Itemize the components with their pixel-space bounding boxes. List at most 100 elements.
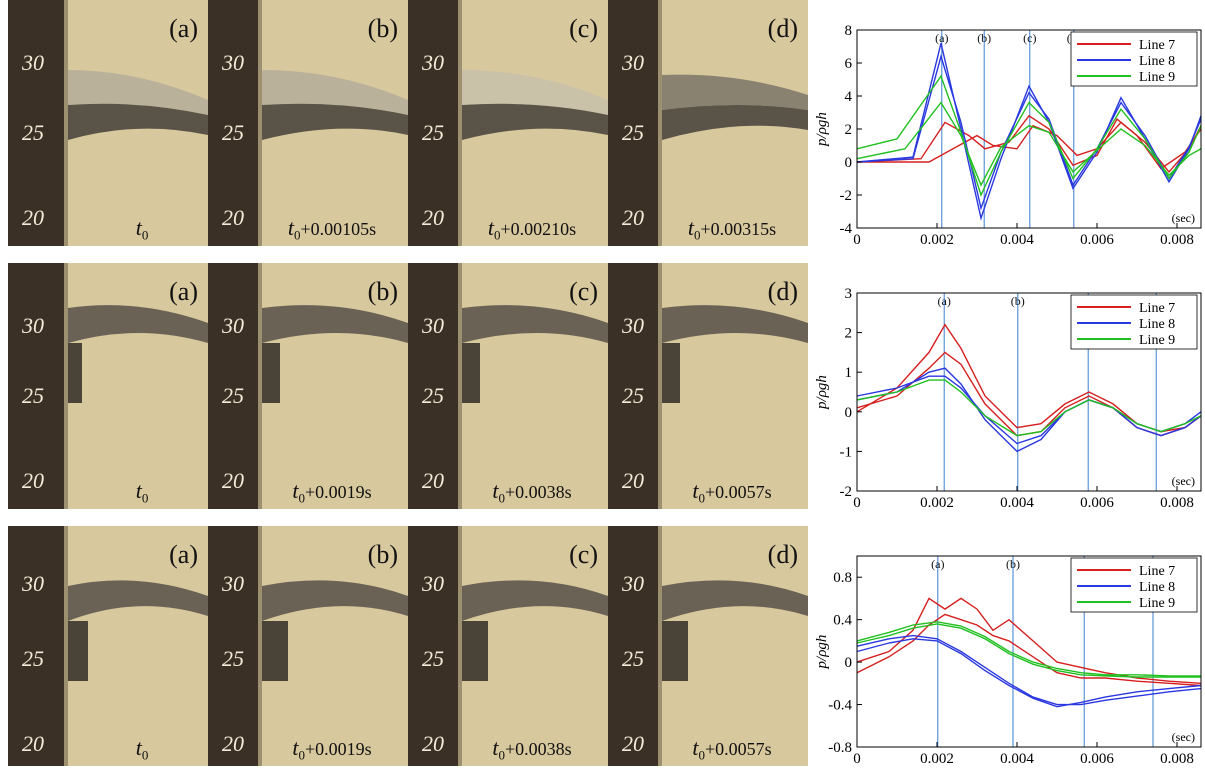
- photo-frame-c: 30 25 20 (c) t0+0.0038s: [408, 263, 608, 509]
- time-caption: t0+0.0019s: [292, 478, 372, 506]
- x-tick-label: 0.006: [1080, 495, 1114, 511]
- y-tick-label: 0.8: [833, 570, 852, 586]
- time-caption: t0: [135, 215, 149, 243]
- series-line: [856, 621, 1201, 677]
- frame-letter: (d): [767, 277, 798, 306]
- x-tick-label: 0.008: [1160, 751, 1194, 767]
- plot-canvas: (a)(b)(c)(d)00.0020.0040.0060.008-2-1012…: [814, 286, 1202, 511]
- photo-frame-d: 30 25 20 (d) t0+0.00315s: [608, 0, 808, 246]
- x-unit-label: (sec): [1172, 474, 1195, 488]
- y-axis-label: p/ρgh: [814, 112, 830, 147]
- photo-frame-a: 30 25 20 (a) t0: [8, 0, 208, 246]
- ruler-label-30: 30: [222, 313, 244, 338]
- photo-image: [208, 0, 408, 246]
- x-tick-label: 0.004: [1000, 232, 1034, 248]
- frame-letter: (a): [169, 277, 198, 306]
- plot-frame: [856, 555, 1202, 748]
- photo-frame-a: 30 25 20 (a) t0: [8, 526, 208, 766]
- ruler-label-25: 25: [422, 383, 444, 408]
- y-tick-label: 2: [845, 326, 853, 342]
- ruler-label-20: 20: [422, 731, 444, 756]
- y-tick-label: 1: [845, 365, 853, 381]
- legend-label: Line 8: [1139, 580, 1175, 595]
- time-caption: t0+0.0019s: [292, 735, 372, 763]
- y-axis-label: p/ρgh: [814, 375, 830, 410]
- event-marker-label: (b): [1006, 557, 1020, 571]
- frame-letter: (d): [767, 14, 798, 43]
- ruler-label-25: 25: [622, 646, 644, 671]
- x-tick-label: 0.008: [1160, 495, 1194, 511]
- x-tick-label: 0.008: [1160, 232, 1194, 248]
- event-marker-label: (b): [977, 31, 991, 45]
- legend-label: Line 7: [1139, 564, 1175, 579]
- series-line: [856, 367, 1202, 453]
- y-tick-label: -0.4: [828, 698, 852, 714]
- y-axis-label: p/ρgh: [814, 635, 830, 670]
- time-caption: t0+0.00210s: [487, 215, 577, 243]
- photo-frame-b: 30 25 20 (b) t0+0.0019s: [208, 263, 408, 509]
- photo-frame-d: 30 25 20 (d) t0+0.0057s: [608, 526, 808, 766]
- legend-label: Line 9: [1139, 70, 1175, 85]
- plot-canvas: (a)(b)(c)(d)00.0020.0040.0060.008-4-2024…: [814, 23, 1202, 248]
- frame-letter: (c): [569, 540, 598, 569]
- time-caption: t0+0.0038s: [492, 735, 572, 763]
- x-tick-label: 0: [853, 232, 861, 248]
- ruler-label-25: 25: [622, 383, 644, 408]
- frame-letter: (a): [169, 540, 198, 569]
- ruler-label-30: 30: [222, 571, 244, 596]
- photo-image: [608, 263, 808, 509]
- x-tick-label: 0.004: [1000, 751, 1034, 767]
- photo-frame-c: 30 25 20 (c) t0+0.0038s: [408, 526, 608, 766]
- ruler-label-30: 30: [422, 571, 444, 596]
- ruler-label-30: 30: [622, 571, 644, 596]
- x-unit-label: (sec): [1172, 211, 1195, 225]
- photo-image: [8, 263, 208, 509]
- y-tick-label: -2: [840, 188, 853, 204]
- ruler-label-25: 25: [222, 383, 244, 408]
- series-line: [857, 121, 1202, 173]
- x-tick-label: 0.006: [1080, 232, 1114, 248]
- plot-canvas: (a)(b)(c)(d)00.0020.0040.0060.008-0.8-0.…: [814, 555, 1202, 767]
- ruler-label-20: 20: [22, 731, 44, 756]
- figure-row-1: 30 25 20 (a) t0 30 25 20 (b) t0+0.00105s…: [0, 0, 1205, 248]
- x-tick-label: 0: [853, 495, 861, 511]
- ruler-label-20: 20: [222, 468, 244, 493]
- y-tick-label: -2: [840, 484, 853, 500]
- y-tick-label: 3: [845, 286, 853, 302]
- x-unit-label: (sec): [1172, 730, 1195, 744]
- ruler-label-20: 20: [22, 468, 44, 493]
- ruler-label-20: 20: [622, 731, 644, 756]
- plot-frame: [856, 292, 1202, 492]
- y-tick-label: 8: [845, 23, 853, 39]
- ruler-label-25: 25: [422, 120, 444, 145]
- frame-letter: (a): [169, 14, 198, 43]
- y-tick-label: 0: [845, 655, 853, 671]
- series-line: [856, 379, 1202, 437]
- photo-image: [8, 0, 208, 246]
- y-tick-label: 6: [845, 56, 853, 72]
- photo-image: [208, 263, 408, 509]
- y-tick-label: -4: [840, 221, 853, 237]
- y-tick-label: 4: [845, 89, 853, 105]
- series-line: [856, 623, 1201, 678]
- series-line: [856, 634, 1202, 706]
- ruler-label-30: 30: [422, 313, 444, 338]
- figure-row-3: 30 25 20 (a) t0 30 25 20 (b) t0+0.0019s …: [0, 526, 1205, 774]
- ruler-label-25: 25: [222, 646, 244, 671]
- event-marker-label: (a): [931, 557, 944, 571]
- time-caption: t0+0.0057s: [692, 735, 772, 763]
- series-line: [856, 638, 1202, 708]
- frame-letter: (c): [569, 277, 598, 306]
- x-tick-label: 0.002: [920, 495, 954, 511]
- frame-letter: (d): [767, 540, 798, 569]
- frame-letter: (b): [367, 540, 398, 569]
- ruler-label-20: 20: [422, 205, 444, 230]
- legend-label: Line 9: [1139, 596, 1175, 611]
- x-tick-label: 0: [853, 751, 861, 767]
- photo-image: [608, 526, 808, 766]
- ruler-label-30: 30: [22, 50, 44, 75]
- ruler-label-30: 30: [22, 571, 44, 596]
- frame-letter: (b): [367, 14, 398, 43]
- y-tick-label: 0: [845, 405, 853, 421]
- series-line: [856, 613, 1202, 687]
